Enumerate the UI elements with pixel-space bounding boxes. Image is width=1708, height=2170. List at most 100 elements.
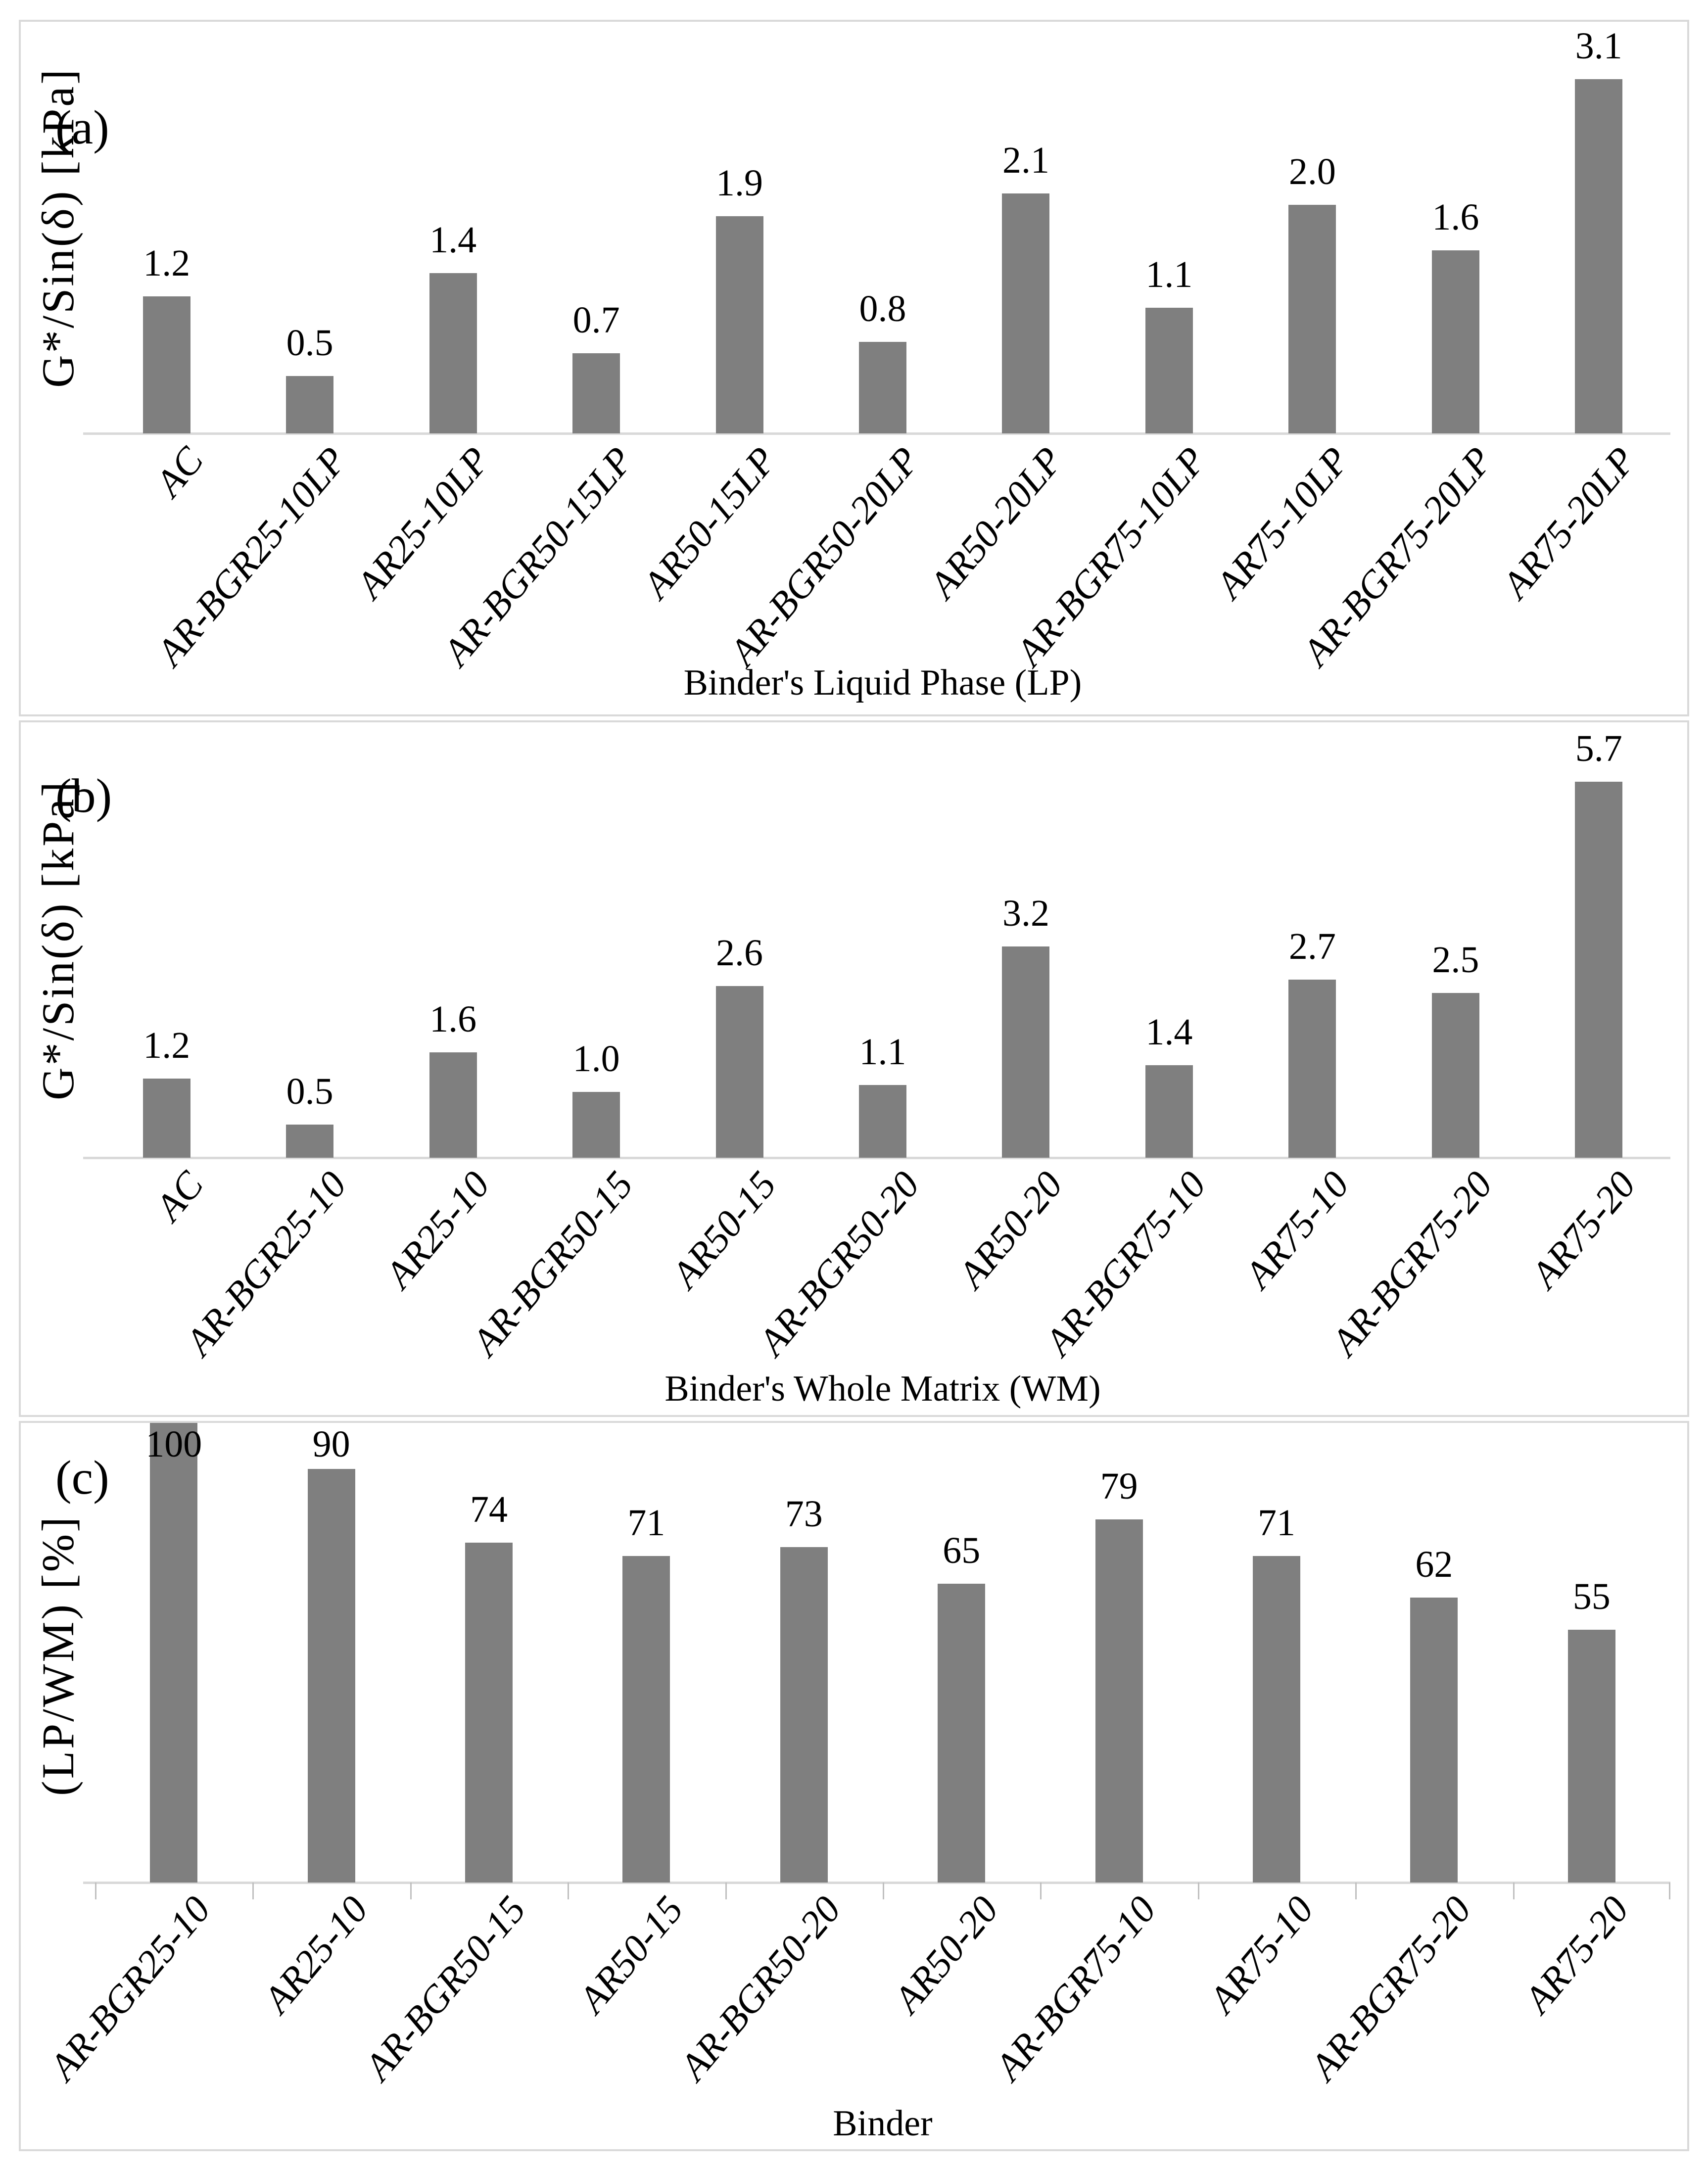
bar bbox=[572, 353, 620, 433]
bar bbox=[715, 216, 763, 433]
x-tick-label: AC bbox=[146, 438, 212, 505]
bar-value-label: 90 bbox=[312, 1423, 350, 1465]
bar-value-label: 5.7 bbox=[1575, 728, 1622, 769]
plot-column: 1.2 0.5 1.4 0.7 1.9 0.8 2.1 1.1 2.0 1.6 3.1 AC AR-B… bbox=[83, 22, 1687, 714]
x-tick-label: AR50-15 bbox=[570, 1887, 692, 2021]
x-axis-line bbox=[83, 432, 1670, 435]
y-axis-title: G*/Sin(δ) [kPa] bbox=[33, 780, 83, 1100]
bar-value-label: 55 bbox=[1572, 1576, 1611, 1617]
bar bbox=[307, 1469, 355, 1883]
bar bbox=[1145, 308, 1193, 433]
plot-area: 1.2 0.5 1.6 1.0 2.6 1.1 3.2 1.4 2.7 2.5 5.7 bbox=[83, 722, 1670, 1159]
chart-a: G*/Sin(δ) [kPa] 1.2 0.5 1.4 0.7 1.9 0.8 2.1 1.1… bbox=[21, 22, 1687, 714]
plot-column: 1.2 0.5 1.6 1.0 2.6 1.1 3.2 1.4 2.7 2.5 5.7 AC AR-B… bbox=[83, 722, 1687, 1415]
bar-value-label: 3.2 bbox=[1002, 893, 1049, 934]
bar bbox=[1575, 782, 1623, 1158]
bar-value-label: 1.2 bbox=[143, 1025, 190, 1066]
bar-value-label: 1.1 bbox=[1145, 254, 1193, 295]
x-axis-tick bbox=[1355, 1883, 1357, 1900]
x-tick-label: AR-BGR75-20 bbox=[1301, 1887, 1479, 2088]
x-axis-tick bbox=[568, 1883, 569, 1900]
bar bbox=[1002, 946, 1050, 1158]
x-tick-label: AR-BGR50-20 bbox=[671, 1887, 849, 2088]
bar-value-label: 100 bbox=[145, 1423, 202, 1465]
plot-column: 100 90 74 71 73 65 79 71 62 55 AR-BGR25-10 AR25-10… bbox=[41, 1423, 1687, 2149]
x-axis-tick bbox=[1040, 1883, 1042, 1900]
x-axis-line bbox=[83, 1157, 1670, 1159]
bar bbox=[1253, 1556, 1300, 1883]
bar-value-label: 2.7 bbox=[1288, 926, 1336, 967]
bar bbox=[429, 1052, 477, 1158]
plot-area: 1.2 0.5 1.4 0.7 1.9 0.8 2.1 1.1 2.0 1.6 3.1 bbox=[83, 22, 1670, 435]
bar-value-label: 1.2 bbox=[143, 242, 190, 284]
x-tick-label: AC bbox=[146, 1163, 212, 1229]
bar bbox=[859, 342, 906, 433]
bar bbox=[622, 1556, 670, 1883]
bar bbox=[1575, 79, 1623, 433]
bar-value-label: 1.4 bbox=[429, 219, 477, 261]
bar bbox=[1145, 1065, 1193, 1158]
bar bbox=[1431, 250, 1479, 433]
bar bbox=[150, 1423, 198, 1883]
x-axis-tick bbox=[95, 1883, 96, 1900]
bar bbox=[1288, 205, 1336, 433]
x-axis-tick bbox=[725, 1883, 727, 1900]
x-tick-label: AR50-20LP bbox=[920, 438, 1071, 606]
x-tick-label: AR25-10LP bbox=[348, 438, 498, 606]
panel-letter: (a) bbox=[55, 101, 109, 154]
bar-value-label: 0.7 bbox=[572, 299, 620, 341]
bar bbox=[1410, 1598, 1458, 1883]
bar-value-label: 1.6 bbox=[429, 998, 477, 1040]
x-tick-label: AR50-15 bbox=[663, 1163, 785, 1296]
x-axis-title: Binder's Whole Matrix (WM) bbox=[664, 1368, 1101, 1409]
panel-b: (b) G*/Sin(δ) [kPa] 1.2 0.5 1.6 1.0 2.6 1.1 3.… bbox=[19, 720, 1689, 1417]
bar-value-label: 79 bbox=[1100, 1465, 1138, 1507]
x-tick-label: AR50-20 bbox=[949, 1163, 1071, 1296]
chart-c: (LP/WM) [%] 100 90 74 71 73 65 79 71 62 55 AR-BGR… bbox=[21, 1423, 1687, 2149]
bar-value-label: 2.5 bbox=[1432, 939, 1479, 981]
x-axis-tick bbox=[1513, 1883, 1515, 1900]
x-tick-label: AR-BGR25-10 bbox=[41, 1887, 219, 2088]
bar-value-label: 71 bbox=[1258, 1502, 1295, 1544]
bar bbox=[465, 1543, 513, 1883]
x-axis-labels: AC AR-BGR25-10LP AR25-10LP AR-BGR50-15LP AR5… bbox=[95, 433, 1670, 673]
x-axis-title: Binder's Liquid Phase (LP) bbox=[683, 662, 1082, 703]
panel-c: (c) (LP/WM) [%] 100 90 74 71 73 65 79 71 62 55 AR… bbox=[19, 1421, 1689, 2151]
bar-value-label: 1.1 bbox=[859, 1031, 906, 1073]
bar-value-label: 74 bbox=[470, 1489, 508, 1530]
bar-value-label: 62 bbox=[1415, 1544, 1453, 1585]
bar-value-label: 2.0 bbox=[1288, 151, 1336, 192]
x-tick-label: AR50-15LP bbox=[634, 438, 785, 606]
x-axis-tick bbox=[410, 1883, 412, 1900]
x-tick-label: AR75-20 bbox=[1515, 1887, 1637, 2021]
bar bbox=[142, 296, 190, 433]
x-axis-line bbox=[83, 1882, 1670, 1885]
x-tick-label: AR25-10 bbox=[255, 1887, 377, 2021]
x-axis-labels: AC AR-BGR25-10 AR25-10 AR-BGR50-15 AR50-15 AR… bbox=[95, 1158, 1670, 1363]
x-tick-label: AR25-10 bbox=[377, 1163, 498, 1296]
x-tick-label: AR75-20LP bbox=[1493, 438, 1644, 606]
bar bbox=[780, 1547, 828, 1883]
bar-value-label: 3.1 bbox=[1575, 25, 1622, 67]
bar-value-label: 0.5 bbox=[286, 322, 333, 364]
bar bbox=[142, 1079, 190, 1158]
bar bbox=[1095, 1519, 1143, 1883]
bar-value-label: 0.8 bbox=[859, 288, 906, 330]
x-axis-title: Binder bbox=[833, 2103, 933, 2144]
x-axis-labels: AR-BGR25-10 AR25-10 AR-BGR50-15 AR50-15 AR-B… bbox=[41, 1883, 1670, 2098]
plot-area: 100 90 74 71 73 65 79 71 62 55 bbox=[83, 1423, 1670, 1900]
bar bbox=[1567, 1630, 1615, 1883]
bar bbox=[859, 1085, 906, 1158]
bar-value-label: 1.4 bbox=[1145, 1011, 1193, 1053]
bar bbox=[1288, 980, 1336, 1158]
y-axis-title: (LP/WM) [%] bbox=[33, 1515, 83, 1796]
bar-value-label: 65 bbox=[943, 1530, 981, 1571]
chart-b: G*/Sin(δ) [kPa] 1.2 0.5 1.6 1.0 2.6 1.1 3.2 1.4… bbox=[21, 722, 1687, 1415]
bar bbox=[429, 273, 477, 433]
bar-value-label: 0.5 bbox=[286, 1071, 333, 1112]
bar bbox=[286, 1125, 334, 1158]
x-tick-label: AR-BGR75-10 bbox=[986, 1887, 1164, 2088]
x-axis-tick bbox=[1669, 1883, 1670, 1900]
bar-value-label: 1.6 bbox=[1432, 196, 1479, 238]
